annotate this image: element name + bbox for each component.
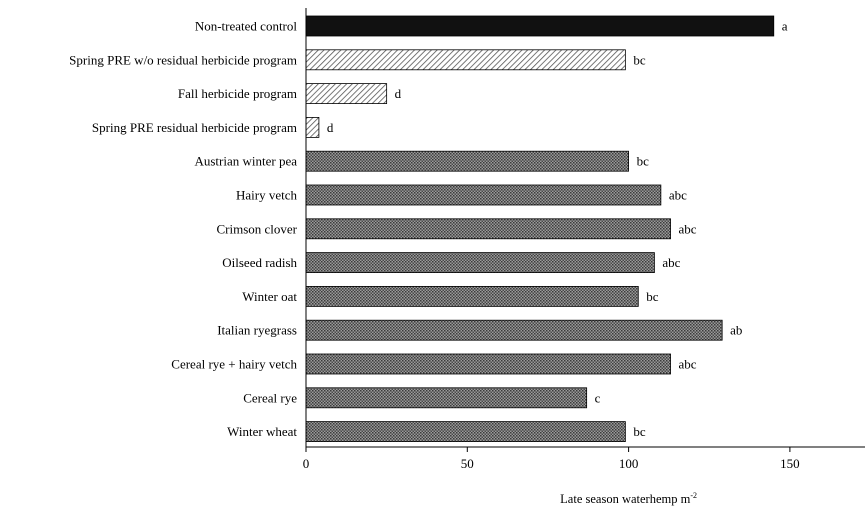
significance-letter-hairy-vetch: abc xyxy=(669,188,687,203)
bar-non-treated-control xyxy=(305,15,775,37)
bar-fall-herbicide-program xyxy=(305,83,388,104)
significance-letter-winter-wheat: bc xyxy=(633,424,646,439)
x-tick-label: 50 xyxy=(461,456,474,471)
significance-letter-cereal-rye: c xyxy=(595,390,601,405)
bar-spring-pre-w-o-residual-herbicide-program xyxy=(305,49,626,71)
x-axis-title-text: Late season waterhemp m xyxy=(560,492,690,506)
bars: Non-treated control a Spring PRE w/o resid… xyxy=(69,15,788,443)
significance-letter-spring-pre-w-o-residual-herbicide-program: bc xyxy=(633,52,646,67)
category-label-cereal-rye-hairy-vetch: Cereal rye + hairy vetch xyxy=(171,357,297,372)
bar-cereal-rye xyxy=(305,387,588,409)
x-tick-label: 0 xyxy=(303,456,310,471)
bar-austrian-winter-pea xyxy=(305,150,630,172)
significance-letter-crimson-clover: abc xyxy=(679,221,697,236)
category-label-winter-wheat: Winter wheat xyxy=(227,424,297,439)
category-label-crimson-clover: Crimson clover xyxy=(216,221,297,236)
bar-oilseed-radish xyxy=(305,252,655,274)
category-label-austrian-winter-pea: Austrian winter pea xyxy=(194,154,297,169)
x-axis-title-superscript: -2 xyxy=(690,491,697,500)
bar-winter-wheat xyxy=(305,421,626,443)
bar-hairy-vetch xyxy=(305,184,662,206)
category-label-non-treated-control: Non-treated control xyxy=(195,19,298,34)
category-label-cereal-rye: Cereal rye xyxy=(243,390,297,405)
category-label-spring-pre-residual-herbicide-program: Spring PRE residual herbicide program xyxy=(92,120,297,135)
significance-letter-oilseed-radish: abc xyxy=(662,255,680,270)
bar-spring-pre-residual-herbicide-program xyxy=(305,117,320,138)
significance-letter-winter-oat: bc xyxy=(646,289,659,304)
significance-letter-spring-pre-residual-herbicide-program: d xyxy=(327,120,334,135)
bar-crimson-clover xyxy=(305,218,671,240)
category-label-italian-ryegrass: Italian ryegrass xyxy=(217,323,297,338)
bar-cereal-rye-hairy-vetch xyxy=(305,353,671,375)
x-axis-title: Late season waterhemp m-2 xyxy=(560,491,697,506)
significance-letter-italian-ryegrass: ab xyxy=(730,323,742,338)
category-label-hairy-vetch: Hairy vetch xyxy=(236,188,298,203)
x-axis: 0 50 100 150 xyxy=(303,8,865,471)
category-label-oilseed-radish: Oilseed radish xyxy=(222,255,297,270)
category-label-fall-herbicide-program: Fall herbicide program xyxy=(178,86,297,101)
significance-letter-austrian-winter-pea: bc xyxy=(637,154,650,169)
category-label-spring-pre-w-o-residual-herbicide-program: Spring PRE w/o residual herbicide progra… xyxy=(69,52,297,67)
x-tick-label: 100 xyxy=(619,456,639,471)
bar-winter-oat xyxy=(305,285,639,307)
bar-italian-ryegrass xyxy=(305,319,723,341)
x-tick-label: 150 xyxy=(780,456,800,471)
significance-letter-fall-herbicide-program: d xyxy=(395,86,402,101)
category-label-winter-oat: Winter oat xyxy=(242,289,297,304)
significance-letter-cereal-rye-hairy-vetch: abc xyxy=(679,357,697,372)
significance-letter-non-treated-control: a xyxy=(782,19,788,34)
